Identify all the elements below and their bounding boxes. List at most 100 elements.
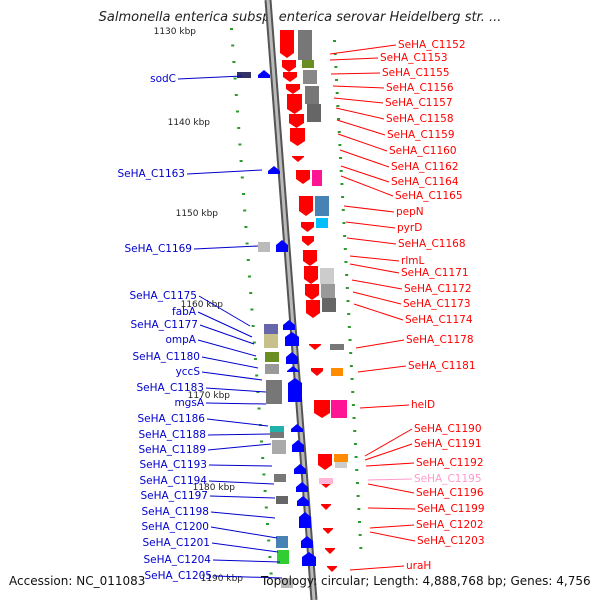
left-connector <box>205 387 267 393</box>
gene-label-SeHA_C1165: SeHA_C1165 <box>395 190 463 202</box>
reverse-gene-arrow <box>301 222 314 232</box>
gene-label-fabA: fabA <box>172 306 197 318</box>
gene-label-helD: helD <box>411 399 435 411</box>
left-connector <box>212 559 281 563</box>
gene-block <box>331 368 343 376</box>
left-connector <box>197 311 253 338</box>
gene-block <box>330 344 344 350</box>
tick-mark <box>260 440 263 443</box>
gene-labels: sodCSeHA_C1163SeHA_C1169SeHA_C1175fabASe… <box>117 39 484 582</box>
reverse-gene-arrow <box>321 504 331 510</box>
right-connector <box>353 303 404 321</box>
label-connectors <box>177 44 416 579</box>
tick-mark <box>233 77 237 80</box>
tick-mark <box>357 521 361 523</box>
reverse-gene-arrow <box>296 170 310 184</box>
tick-mark <box>261 457 265 459</box>
gene-block <box>331 400 347 418</box>
gene-label-SeHA_C1191: SeHA_C1191 <box>414 438 482 450</box>
gene-label-SeHA_C1160: SeHA_C1160 <box>389 145 457 157</box>
reverse-gene-arrow <box>309 344 321 350</box>
reverse-gene-arrow <box>280 30 294 58</box>
left-connector <box>205 402 267 405</box>
tick-mark <box>345 274 349 276</box>
gene-block <box>258 242 270 252</box>
tick-mark <box>333 40 336 42</box>
tick-mark <box>248 275 251 278</box>
tick-mark <box>231 44 235 47</box>
left-connector <box>201 356 259 369</box>
forward-gene-arrow <box>296 482 308 492</box>
right-connector <box>336 119 386 136</box>
gene-label-SeHA_C1152: SeHA_C1152 <box>398 39 466 51</box>
gene-block <box>266 380 282 404</box>
tick-mark <box>341 196 345 198</box>
forward-gene-arrow <box>285 332 299 346</box>
gene-label-mgsA: mgsA <box>174 397 204 409</box>
tick-mark <box>240 176 244 179</box>
tick-mark <box>342 222 346 224</box>
tick-mark <box>232 61 236 63</box>
tick-mark <box>243 209 247 212</box>
gene-label-SeHA_C1162: SeHA_C1162 <box>391 161 459 173</box>
gene-label-SeHA_C1157: SeHA_C1157 <box>385 97 453 109</box>
reverse-gene-arrow <box>283 72 297 82</box>
gene-label-SeHA_C1159: SeHA_C1159 <box>387 129 455 141</box>
reverse-gene-arrow <box>323 528 333 534</box>
tick-mark <box>346 300 350 302</box>
gene-block <box>319 478 333 484</box>
left-connector <box>209 495 276 499</box>
gene-label-SeHA_C1196: SeHA_C1196 <box>416 487 484 499</box>
left-connector <box>211 542 279 553</box>
forward-gene-arrow <box>297 496 309 506</box>
gene-block <box>270 426 284 432</box>
tick-mark <box>339 157 343 159</box>
right-connector <box>355 339 405 349</box>
gene-block <box>274 474 286 482</box>
right-connector <box>369 531 416 542</box>
right-connector <box>365 462 415 467</box>
gene-label-SeHA_C1174: SeHA_C1174 <box>405 314 473 326</box>
gene-label-SeHA_C1169: SeHA_C1169 <box>124 243 192 255</box>
tick-mark <box>357 508 361 510</box>
tick-mark <box>336 105 340 107</box>
gene-label-SeHA_C1156: SeHA_C1156 <box>386 82 454 94</box>
gene-block <box>237 72 251 78</box>
tick-mark <box>355 469 359 471</box>
gene-label-SeHA_C1172: SeHA_C1172 <box>404 283 472 295</box>
tick-mark <box>335 92 339 94</box>
right-connector <box>364 428 413 457</box>
reverse-gene-arrow <box>302 236 314 246</box>
gene-label-SeHA_C1205: SeHA_C1205 <box>144 570 212 582</box>
gene-label-SeHA_C1188: SeHA_C1188 <box>138 429 206 441</box>
tick-mark <box>252 341 256 344</box>
reverse-gene-arrow <box>299 196 313 216</box>
tick-mark <box>236 110 239 113</box>
tick-mark <box>350 378 354 380</box>
gene-label-ompA: ompA <box>165 334 196 346</box>
gene-block <box>265 364 279 374</box>
left-connector <box>207 443 272 451</box>
right-connector <box>357 365 407 373</box>
right-connector <box>333 97 384 104</box>
tick-mark <box>349 352 353 354</box>
tick-mark <box>257 407 261 410</box>
gene-label-SeHA_C1183: SeHA_C1183 <box>136 382 204 394</box>
forward-gene-arrow <box>268 166 280 174</box>
right-connector <box>346 237 397 245</box>
right-connector <box>340 175 394 197</box>
forward-gene-arrow <box>294 464 306 474</box>
right-connector <box>329 44 397 55</box>
gene-block <box>264 324 278 334</box>
forward-gene-arrow <box>286 352 298 364</box>
tick-mark <box>234 94 238 96</box>
gene-block <box>276 496 288 504</box>
gene-block <box>264 334 278 348</box>
gene-label-SeHA_C1202: SeHA_C1202 <box>416 519 484 531</box>
left-connector <box>193 245 259 250</box>
tick-mark <box>356 495 360 497</box>
tick-mark <box>333 53 337 55</box>
gene-label-SeHA_C1153: SeHA_C1153 <box>380 52 448 64</box>
map-title: Salmonella enterica subsp. enterica sero… <box>98 10 502 25</box>
gene-label-uraH: uraH <box>406 560 431 572</box>
